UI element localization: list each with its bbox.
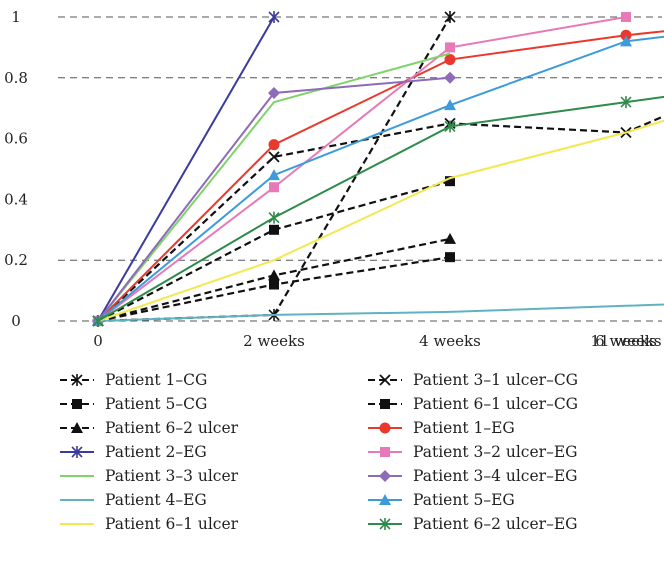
marker-square (445, 176, 455, 187)
legend-item: Patient 5–CG (60, 395, 207, 413)
legend-item: Patient 6–1 ulcer–CG (368, 395, 578, 413)
x-tick-label: 4 weeks (419, 332, 481, 350)
marker-asterisk (71, 446, 83, 458)
series-line (97, 114, 664, 322)
series-line (97, 30, 664, 322)
marker-asterisk (268, 11, 280, 23)
legend-label: Patient 2–EG (105, 443, 207, 461)
marker-diamond (379, 470, 391, 482)
legend-item: Patient 6–2 ulcer–EG (368, 515, 578, 533)
x-tick-label: 11 weeks (590, 332, 661, 350)
marker-square (72, 399, 82, 409)
legend-label: Patient 3–1 ulcer–CG (413, 371, 578, 389)
series-line (97, 119, 664, 322)
y-tick-label: 0.4 (4, 190, 28, 208)
marker-diamond (444, 71, 456, 84)
legend-item: Patient 1–EG (368, 419, 515, 437)
legend-label: Patient 6–1 ulcer (105, 515, 239, 533)
y-tick-label: 0.8 (4, 69, 28, 87)
y-tick-label: 0 (11, 312, 21, 330)
legend-label: Patient 3–4 ulcer–EG (413, 467, 578, 485)
marker-square (269, 279, 279, 290)
legend-label: Patient 6–1 ulcer–CG (413, 395, 578, 413)
marker-triangle (620, 35, 632, 47)
legend-item: Patient 3–2 ulcer–EG (368, 443, 578, 461)
legend-item: Patient 5–EG (368, 491, 515, 509)
series-13 (97, 119, 664, 322)
legend-item: Patient 6–1 ulcer (60, 515, 239, 533)
marker-square (621, 12, 631, 22)
marker-square (269, 224, 279, 235)
series-11 (97, 303, 664, 322)
marker-x (379, 374, 391, 386)
legend-label: Patient 6–2 ulcer (105, 419, 239, 437)
legend-item: Patient 6–2 ulcer (60, 419, 239, 437)
marker-square (445, 252, 455, 263)
marker-triangle (379, 494, 391, 505)
marker-circle (379, 422, 391, 434)
series-line (97, 303, 664, 322)
marker-asterisk (379, 518, 391, 530)
gridlines (58, 16, 662, 261)
marker-square (269, 182, 279, 193)
x-tick-label: 6 weeks (595, 332, 657, 350)
legend-label: Patient 5–EG (413, 491, 515, 509)
legend-item: Patient 3–4 ulcer–EG (368, 467, 578, 485)
marker-asterisk (71, 374, 83, 386)
marker-diamond (268, 87, 280, 99)
legend-label: Patient 1–EG (413, 419, 515, 437)
marker-triangle (444, 232, 456, 244)
y-tick-label: 1 (11, 8, 21, 26)
marker-triangle (268, 169, 280, 181)
legend-item: Patient 2–EG (60, 443, 207, 461)
series-line (97, 52, 451, 322)
legend-item: Patient 1–CG (60, 371, 207, 389)
marker-asterisk (620, 96, 632, 109)
y-tick-label: 0.6 (4, 130, 28, 148)
marker-circle (268, 139, 280, 151)
marker-square (445, 42, 455, 53)
marker-triangle (71, 422, 83, 433)
legend-label: Patient 6–2 ulcer–EG (413, 515, 578, 533)
series-9 (97, 52, 451, 322)
legend-label: Patient 4–EG (105, 491, 207, 509)
x-tick-label: 2 weeks (243, 332, 305, 350)
legend-label: Patient 3–3 ulcer (105, 467, 239, 485)
series-line (97, 35, 664, 322)
marker-circle (444, 54, 456, 66)
legend-label: Patient 1–CG (105, 371, 207, 389)
series-14 (92, 95, 664, 327)
series-line (97, 16, 627, 322)
plot-area (92, 11, 664, 327)
series-line (97, 16, 275, 322)
marker-triangle (444, 99, 456, 111)
marker-asterisk (444, 11, 456, 23)
marker-triangle (268, 269, 280, 281)
marker-square (380, 399, 390, 409)
legend-item: Patient 4–EG (60, 491, 207, 509)
legend: Patient 1–CG Patient 3–1 ulcer–CG Patient … (60, 371, 578, 533)
series-8 (93, 12, 631, 326)
legend-item: Patient 3–3 ulcer (60, 467, 239, 485)
legend-label: Patient 3–2 ulcer–EG (413, 443, 578, 461)
legend-item: Patient 3–1 ulcer–CG (368, 371, 578, 389)
marker-x (268, 151, 280, 163)
marker-asterisk (444, 120, 456, 133)
x-tick-label: 0 (93, 332, 103, 350)
marker-asterisk (268, 211, 280, 224)
marker-circle (620, 29, 632, 41)
legend-label: Patient 5–CG (105, 395, 207, 413)
marker-asterisk (92, 315, 104, 327)
marker-square (380, 447, 390, 457)
y-tick-label: 0.2 (4, 251, 28, 269)
